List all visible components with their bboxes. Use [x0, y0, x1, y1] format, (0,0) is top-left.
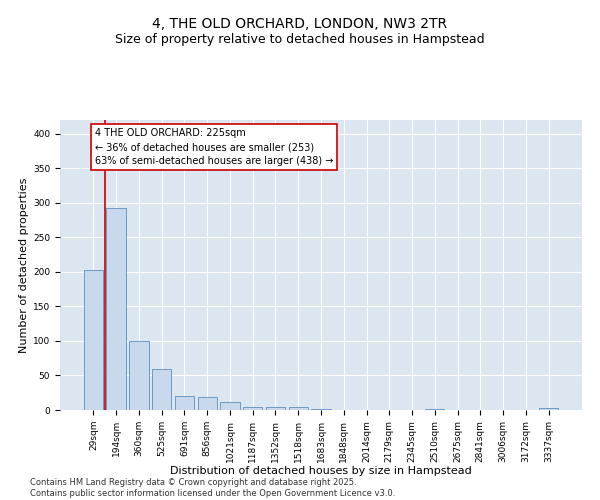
Bar — [129, 341, 149, 410]
Bar — [175, 396, 194, 410]
Text: 4, THE OLD ORCHARD, LONDON, NW3 2TR: 4, THE OLD ORCHARD, LONDON, NW3 2TR — [152, 18, 448, 32]
X-axis label: Distribution of detached houses by size in Hampstead: Distribution of detached houses by size … — [170, 466, 472, 476]
Bar — [289, 407, 308, 410]
Bar — [243, 406, 262, 410]
Text: Size of property relative to detached houses in Hampstead: Size of property relative to detached ho… — [115, 32, 485, 46]
Bar — [197, 397, 217, 410]
Y-axis label: Number of detached properties: Number of detached properties — [19, 178, 29, 352]
Bar — [220, 402, 239, 410]
Bar — [152, 368, 172, 410]
Bar — [106, 208, 126, 410]
Text: Contains HM Land Registry data © Crown copyright and database right 2025.
Contai: Contains HM Land Registry data © Crown c… — [30, 478, 395, 498]
Bar — [266, 406, 285, 410]
Bar — [84, 270, 103, 410]
Text: 4 THE OLD ORCHARD: 225sqm
← 36% of detached houses are smaller (253)
63% of semi: 4 THE OLD ORCHARD: 225sqm ← 36% of detac… — [95, 128, 333, 166]
Bar — [539, 408, 558, 410]
